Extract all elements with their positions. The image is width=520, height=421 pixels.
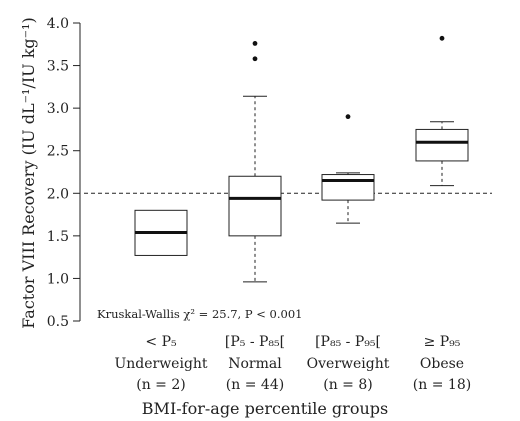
y-tick-label: 3.0 (47, 101, 69, 117)
outlier-point (345, 114, 351, 120)
outlier-point (252, 56, 258, 62)
boxes-group (134, 35, 469, 283)
y-tick-label: 4.0 (47, 16, 69, 32)
category-label: [P₈₅ - P₉₅[ (315, 334, 381, 350)
box (228, 175, 282, 237)
y-tick-label: 3.5 (47, 59, 69, 75)
y-axis (73, 22, 81, 322)
category-label: ≥ P₉₅ (424, 334, 461, 350)
outlier-point (439, 35, 445, 41)
category-label: Normal (228, 356, 282, 372)
category-label: (n = 18) (413, 377, 471, 393)
box (321, 174, 375, 201)
box-group (228, 41, 282, 283)
category-label: (n = 2) (136, 377, 185, 393)
box-group (415, 35, 469, 187)
category-label: Obese (420, 356, 464, 372)
outlier-point (252, 41, 258, 46)
y-tick-label: 1.5 (47, 229, 69, 245)
category-label: [P₅ - P₈₅[ (225, 334, 285, 350)
y-tick-label: 1.0 (47, 271, 69, 287)
y-axis-title: Factor VIII Recovery (IU dL⁻¹/IU kg⁻¹) (19, 17, 38, 328)
y-tick-labels: 0.5 1.0 1.5 2.0 2.5 3.0 3.5 4.0 (47, 16, 69, 330)
y-tick-label: 2.0 (47, 186, 69, 202)
category-label: Underweight (114, 356, 207, 372)
y-tick-label: 2.5 (47, 144, 69, 160)
x-axis-title: BMI-for-age percentile groups (142, 399, 388, 418)
category-labels: < P₅ Underweight (n = 2) [P₅ - P₈₅[ Normal (n… (114, 334, 471, 393)
box-group (321, 114, 375, 224)
y-tick-label: 0.5 (47, 314, 69, 330)
category-label: (n = 44) (226, 377, 284, 393)
category-label: < P₅ (145, 334, 177, 350)
box-group (134, 209, 188, 256)
kruskal-wallis-annotation: Kruskal-Wallis χ² = 25.7, P < 0.001 (97, 307, 302, 321)
category-label: (n = 8) (323, 377, 372, 393)
box (415, 128, 469, 162)
category-label: Overweight (307, 356, 390, 372)
